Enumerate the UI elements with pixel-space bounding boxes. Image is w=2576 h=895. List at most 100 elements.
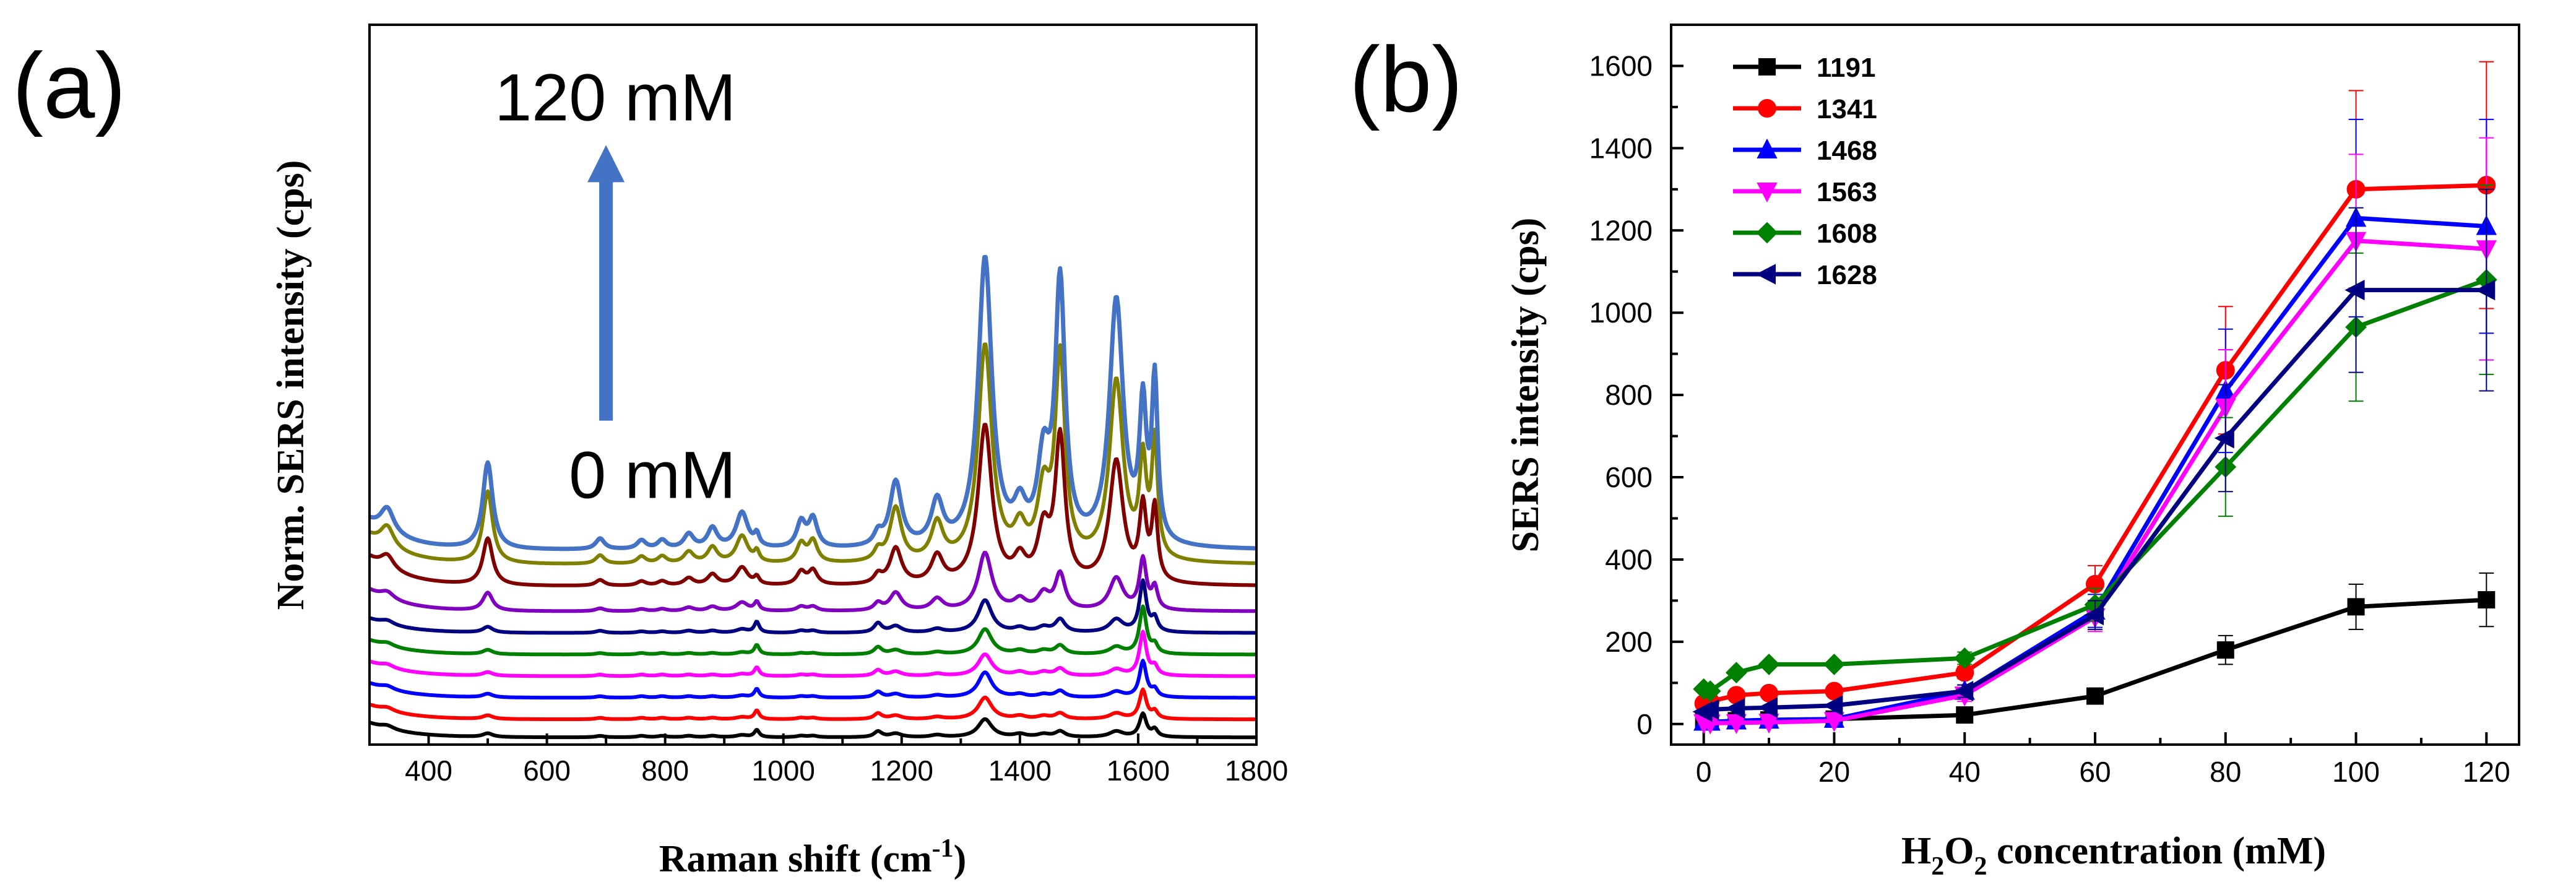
panel-a-x-tick-label: 1600: [1107, 754, 1170, 787]
panel-a-ticks: 400 600 800 1000 1200 1400 1600 1800: [368, 733, 1288, 787]
spectrum-line-1: [368, 711, 1258, 740]
legend-label-1341: 1341: [1817, 94, 1877, 124]
spectrum-line-7: [368, 551, 1258, 613]
panel-b-xlabel-sub1: 2: [1931, 852, 1944, 881]
annotation-120mm: 120 mM: [495, 59, 736, 134]
panel-b-y-tick-label: 0: [1636, 708, 1653, 740]
panel-b-y-tick-label: 1600: [1589, 50, 1653, 82]
panel-b-label: (b): [1349, 27, 1463, 131]
panel-b-x-tick-label: 60: [2079, 756, 2111, 788]
data-point-1628: [1725, 698, 1745, 719]
panel-b-y-tick-label: 200: [1605, 626, 1653, 658]
panel-b-y-tick-label: 1000: [1589, 296, 1653, 329]
data-point-1608: [1823, 653, 1845, 675]
series-line-1628: [1703, 288, 2487, 714]
spectrum-line-4: [368, 629, 1258, 678]
data-point-1191: [2216, 641, 2234, 659]
spectrum-line-10: [368, 254, 1258, 551]
data-point-1608: [1699, 680, 1721, 703]
legend-label-1608: 1608: [1817, 218, 1877, 249]
legend-marker-1628: [1755, 264, 1776, 285]
panel-a-xlabel-main: Raman shift (cm: [659, 838, 932, 880]
legend-label-1628: 1628: [1817, 260, 1877, 290]
panel-b-y-tick-label: 400: [1605, 543, 1653, 576]
panel-b-x-tick-label: 40: [1949, 756, 1981, 788]
legend-marker-1608: [1756, 222, 1778, 244]
panel-a-annotations: 120 mM 0 mM: [495, 59, 736, 512]
legend-marker-1563: [1757, 183, 1778, 203]
panel-b-series-group: [1692, 61, 2497, 735]
panel-a-x-axis-title: Raman shift (cm-1): [659, 834, 967, 880]
data-point-1191: [2478, 591, 2496, 609]
panel-a-x-tick-label: 800: [641, 754, 689, 787]
panel-b-x-tick-label: 100: [2332, 756, 2380, 788]
series-1468: [1693, 118, 2497, 731]
panel-a-xlabel-sup: -1: [932, 834, 954, 863]
spectrum-line-8: [368, 423, 1258, 587]
panel-b-xlabel-rest: concentration (mM): [1987, 830, 2326, 872]
data-point-1628: [2475, 280, 2496, 301]
panel-a-x-tick-label: 1000: [752, 754, 815, 787]
panel-a-xlabel-end: ): [954, 838, 967, 880]
spectrum-line-9: [368, 342, 1258, 566]
series-line-1563: [1703, 238, 2487, 725]
data-point-1563: [1758, 714, 1779, 734]
panel-b-xlabel-sub2: 2: [1974, 852, 1987, 881]
data-point-1628: [2083, 605, 2104, 626]
data-point-1608: [1953, 647, 1976, 669]
panel-b-y-axis-title: SERS intensity (cps): [1505, 218, 1547, 553]
spectrum-line-2: [368, 687, 1258, 722]
panel-b-y-tick-label: 1400: [1589, 132, 1653, 164]
data-point-1628: [1823, 695, 1843, 716]
legend-marker-1468: [1757, 138, 1778, 158]
panel-b-y-tick-label: 800: [1605, 379, 1653, 411]
panel-b-ticks: 0 200 400 600 800 1000 1200 1400 1600 0 20 40 60 80 10…: [1589, 24, 2510, 788]
panel-a-x-tick-label: 1200: [870, 754, 933, 787]
panel-a-x-tick-label: 600: [523, 754, 571, 787]
panel-a-x-tick-label: 1400: [988, 754, 1052, 787]
panel-a-label: (a): [12, 33, 126, 137]
panel-b-x-tick-label: 120: [2463, 756, 2510, 788]
series-line-1341: [1703, 183, 2487, 706]
data-point-1563: [1726, 714, 1747, 734]
data-point-1608: [1725, 662, 1747, 684]
data-point-1191: [2086, 687, 2104, 705]
data-point-1563: [1823, 712, 1845, 732]
data-point-1191: [1956, 706, 1974, 724]
panel-b-x-axis-title: H2O2 concentration (mM): [1901, 830, 2326, 881]
series-line-1468: [1703, 215, 2487, 724]
legend-marker-1341: [1758, 99, 1776, 118]
concentration-arrow-head: [587, 145, 625, 183]
data-point-1608: [1758, 653, 1780, 675]
spectrum-line-6: [368, 578, 1258, 635]
panel-b-chart: 0 200 400 600 800 1000 1200 1400 1600 0 20 40 60 80 10…: [1505, 24, 2520, 881]
panel-a-chart: 400 600 800 1000 1200 1400 1600 1800 120 mM 0 m…: [270, 24, 1288, 880]
panel-b-frame: [1670, 24, 2520, 746]
panel-b-y-tick-label: 600: [1605, 461, 1653, 493]
panel-b-xlabel-o: O: [1944, 830, 1974, 872]
data-point-1628: [1953, 680, 1974, 702]
panel-b-y-tick-label: 1200: [1589, 214, 1653, 246]
panel-b-x-tick-label: 0: [1696, 756, 1712, 788]
series-line-1608: [1703, 277, 2487, 694]
panel-b-legend: 1191 1341 1468 1563 1608 1628: [1733, 53, 1877, 290]
data-point-1191: [2347, 598, 2365, 616]
data-point-1628: [2214, 428, 2234, 449]
legend-label-1563: 1563: [1817, 177, 1877, 207]
legend-label-1468: 1468: [1817, 136, 1877, 166]
data-point-1628: [1757, 697, 1778, 718]
series-1563: [1693, 137, 2497, 735]
series-1628: [1692, 188, 2496, 722]
data-point-1628: [2345, 280, 2365, 301]
annotation-0mm: 0 mM: [569, 438, 736, 512]
panel-a-x-tick-label: 400: [405, 754, 452, 787]
legend-label-1191: 1191: [1817, 53, 1875, 83]
spectrum-line-5: [368, 604, 1258, 657]
panel-a-series-group: [368, 254, 1258, 740]
panel-b-x-tick-label: 80: [2210, 756, 2241, 788]
panel-b-xlabel-h: H: [1901, 830, 1931, 872]
panel-b-x-tick-label: 20: [1818, 756, 1850, 788]
panel-a-y-axis-title: Norm. SERS intensity (cps): [270, 160, 312, 610]
legend-marker-1191: [1758, 58, 1776, 76]
